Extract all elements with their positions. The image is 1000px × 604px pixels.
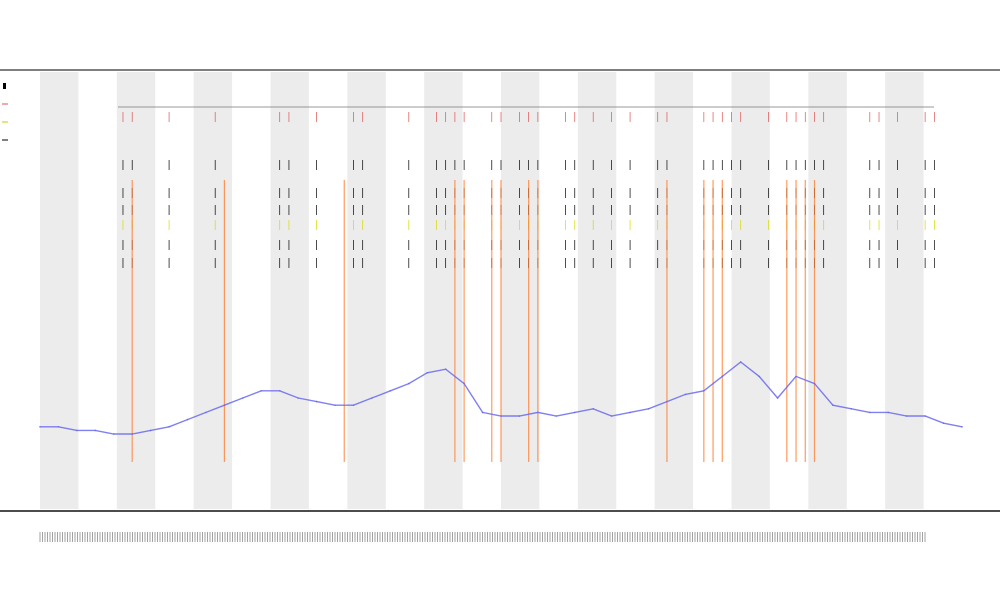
signal-point [647, 408, 650, 410]
signal-point [149, 429, 152, 432]
signal-point [112, 433, 115, 435]
x-tick-labels [39, 532, 926, 542]
background-band [40, 72, 79, 509]
signal-point [961, 426, 963, 428]
signal-point [518, 415, 521, 417]
signal-point [592, 408, 594, 410]
signal-point [205, 411, 207, 414]
signal-point [703, 390, 705, 392]
signal-point [297, 397, 299, 399]
signal-point [537, 411, 539, 414]
signal-point [426, 372, 429, 374]
signal-point [260, 390, 263, 392]
signal-point [463, 382, 465, 385]
legend-marker [3, 83, 6, 89]
background-band [654, 72, 694, 509]
axes [0, 69, 1000, 512]
signal-point [610, 415, 613, 417]
signal-point [795, 375, 797, 378]
signal-point [721, 375, 724, 378]
signal-point [481, 411, 484, 414]
signal-point [629, 411, 631, 414]
signal-point [444, 368, 447, 371]
signal-point [739, 361, 742, 363]
signal-point [942, 422, 945, 425]
signal-point [776, 397, 779, 399]
background-band [193, 72, 233, 509]
signal-point [905, 415, 908, 417]
signal-point [666, 400, 668, 403]
signal-point [352, 404, 355, 407]
signal-point [57, 426, 60, 428]
background-bands [40, 72, 924, 509]
signal-point [408, 382, 410, 385]
background-band [885, 72, 924, 509]
signal-point [94, 429, 97, 432]
signal-point [389, 390, 392, 392]
signal-point [555, 415, 558, 417]
signal-point [315, 400, 318, 403]
background-band [501, 72, 540, 509]
background-band [577, 72, 617, 509]
signal-point [850, 408, 853, 410]
event-lines [131, 180, 816, 462]
signal-point [76, 429, 78, 432]
signal-point [371, 397, 373, 399]
signal-point [684, 393, 687, 396]
signal-point [168, 426, 170, 428]
signal-point [334, 404, 336, 407]
signal-point [186, 418, 189, 421]
signal-point [832, 404, 834, 407]
signal-point [223, 404, 226, 407]
signal-point [500, 415, 502, 417]
signal-point [758, 375, 760, 378]
signal-line [39, 361, 963, 435]
signal-point [924, 415, 926, 417]
signal-point [869, 411, 871, 414]
signal-point [242, 397, 244, 399]
signal-point [813, 382, 816, 385]
background-band [116, 72, 156, 509]
background-band [270, 72, 309, 509]
background-band [731, 72, 770, 509]
signal-point [39, 426, 41, 428]
signal-point [573, 411, 576, 414]
background-band [347, 72, 386, 509]
legend [2, 83, 8, 141]
background-band [424, 72, 463, 509]
signal-point [278, 390, 281, 392]
signal-point [131, 433, 133, 435]
signal-point [887, 411, 890, 414]
